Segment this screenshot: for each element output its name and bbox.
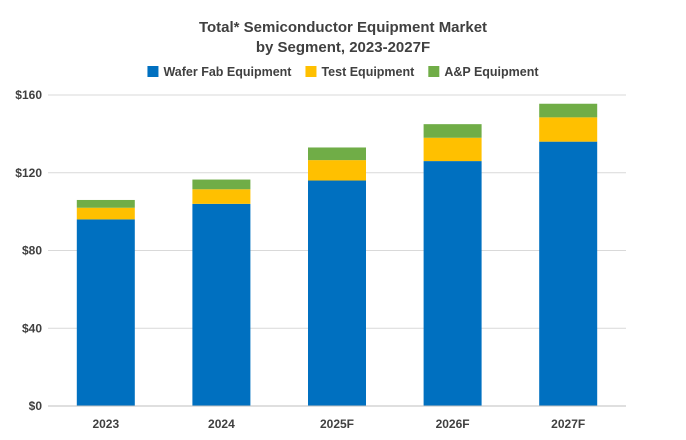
chart-legend: Wafer Fab Equipment Test Equipment A&P Equ… (147, 65, 539, 79)
bar-test-equipment-2027f (539, 117, 598, 142)
x-tick-label: 2023 (92, 417, 119, 431)
x-tick-label: 2026F (436, 417, 470, 431)
legend-item-wafer-fab-equipment: Wafer Fab Equipment (147, 65, 292, 79)
legend-label: Wafer Fab Equipment (163, 65, 292, 79)
legend-item-a-p-equipment: A&P Equipment (428, 65, 539, 79)
bar-a-p-equipment-2023 (76, 199, 135, 208)
bar-test-equipment-2026f (423, 137, 482, 162)
bar-test-equipment-2025f (308, 160, 366, 181)
x-tick-label: 2024 (208, 417, 235, 431)
bar-test-equipment-2023 (76, 207, 135, 220)
legend-item-test-equipment: Test Equipment (305, 65, 415, 79)
legend-label: Test Equipment (321, 65, 415, 79)
bar-test-equipment-2024 (192, 189, 251, 204)
bar-series (76, 103, 598, 406)
bar-a-p-equipment-2027f (539, 103, 598, 118)
x-tick-label: 2027F (551, 417, 585, 431)
y-tick-label: $160 (15, 88, 42, 102)
x-axis-ticks: 2023 2024 2025F 2026F 2027F (92, 417, 585, 431)
legend-swatch (147, 66, 159, 77)
bar-wafer-fab-equipment-2024 (192, 203, 251, 406)
legend-swatch (428, 66, 440, 77)
y-axis-ticks: $0 $40 $80 $120 $160 (15, 88, 42, 413)
x-tick-label: 2025F (320, 417, 354, 431)
y-tick-label: $80 (22, 244, 42, 258)
legend-label: A&P Equipment (444, 65, 539, 79)
bar-a-p-equipment-2024 (192, 179, 251, 190)
bar-wafer-fab-equipment-2025f (308, 180, 366, 406)
y-tick-label: $120 (15, 166, 42, 180)
bar-wafer-fab-equipment-2026f (423, 161, 482, 406)
y-tick-label: $0 (29, 399, 43, 413)
legend-swatch (305, 66, 317, 77)
chart-title-line-1: Total* Semiconductor Equipment Market (199, 19, 487, 36)
bar-a-p-equipment-2026f (423, 124, 482, 138)
bar-a-p-equipment-2025f (308, 147, 366, 161)
chart-title-line-2: by Segment, 2023-2027F (256, 39, 430, 56)
bar-wafer-fab-equipment-2023 (76, 219, 135, 406)
y-tick-label: $40 (22, 321, 42, 335)
bar-wafer-fab-equipment-2027f (539, 141, 598, 406)
